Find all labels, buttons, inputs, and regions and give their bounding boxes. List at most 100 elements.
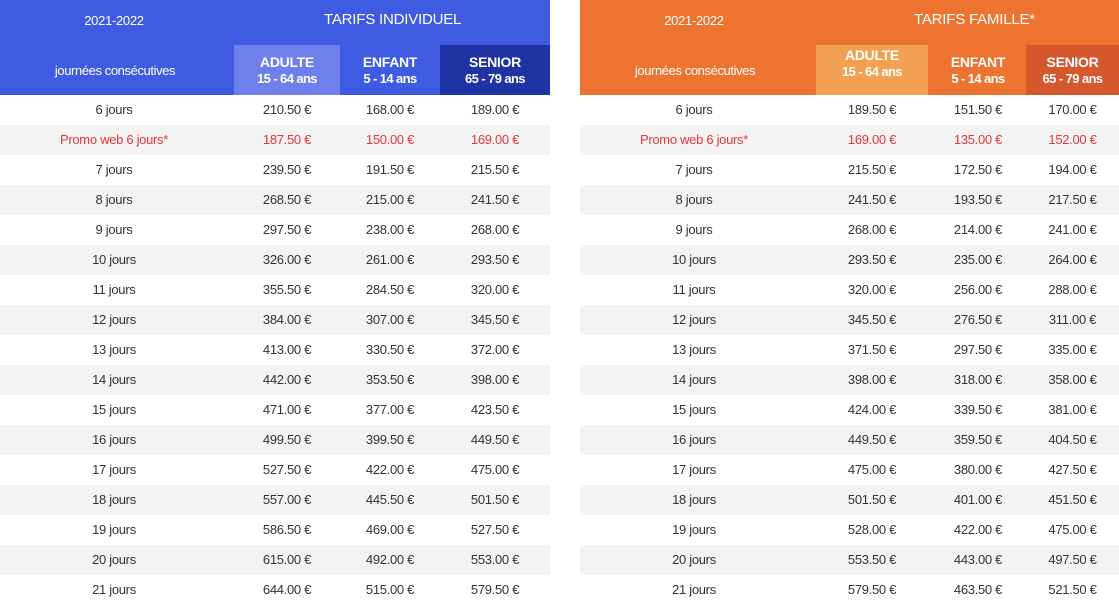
child-price: 261.00 € bbox=[365, 252, 415, 267]
table-row: 18 jours 557.00 € 445.50 € 501.50 € bbox=[0, 485, 550, 515]
child-price: 151.50 € bbox=[953, 102, 1003, 117]
senior-price: 152.00 € bbox=[1048, 132, 1097, 147]
adult-price: 644.00 € bbox=[262, 582, 312, 597]
table-row: 12 jours 345.50 € 276.50 € 311.00 € bbox=[580, 305, 1119, 335]
table-row: 19 jours 528.00 € 422.00 € 475.00 € bbox=[580, 515, 1119, 545]
table-row: 15 jours 471.00 € 377.00 € 423.50 € bbox=[0, 395, 550, 425]
row-label: 12 jours bbox=[672, 312, 716, 327]
senior-price: 449.50 € bbox=[470, 432, 520, 447]
child-price: 399.50 € bbox=[365, 432, 415, 447]
adult-price: 527.50 € bbox=[262, 462, 312, 477]
child-price: 339.50 € bbox=[953, 402, 1003, 417]
senior-price: 358.00 € bbox=[1048, 372, 1097, 387]
adult-price: 501.50 € bbox=[847, 492, 897, 507]
individual-child-header: ENFANT 5 - 14 ans bbox=[340, 45, 440, 95]
row-label: 12 jours bbox=[92, 312, 136, 327]
row-label: 10 jours bbox=[92, 252, 136, 267]
family-title: TARIFS FAMILLE* bbox=[914, 11, 1035, 28]
row-label: 13 jours bbox=[672, 342, 716, 357]
row-label: 19 jours bbox=[672, 522, 716, 537]
row-label: 9 jours bbox=[95, 222, 133, 237]
child-price: 380.00 € bbox=[953, 462, 1003, 477]
senior-price: 427.50 € bbox=[1048, 462, 1097, 477]
senior-price: 215.50 € bbox=[470, 162, 520, 177]
adult-price: 169.00 € bbox=[847, 132, 897, 147]
adult-price: 424.00 € bbox=[847, 402, 897, 417]
senior-price: 579.50 € bbox=[470, 582, 520, 597]
adult-price: 413.00 € bbox=[262, 342, 312, 357]
senior-price: 497.50 € bbox=[1048, 552, 1097, 567]
child-price: 515.00 € bbox=[365, 582, 415, 597]
column-age-range: 15 - 64 ans bbox=[257, 70, 317, 86]
adult-price: 499.50 € bbox=[262, 432, 312, 447]
table-row: 12 jours 384.00 € 307.00 € 345.50 € bbox=[0, 305, 550, 335]
table-row: 8 jours 268.50 € 215.00 € 241.50 € bbox=[0, 185, 550, 215]
table-row: 18 jours 501.50 € 401.00 € 451.50 € bbox=[580, 485, 1119, 515]
senior-price: 527.50 € bbox=[470, 522, 520, 537]
table-row: 9 jours 268.00 € 214.00 € 241.00 € bbox=[580, 215, 1119, 245]
row-label: 11 jours bbox=[92, 282, 136, 297]
table-row: 15 jours 424.00 € 339.50 € 381.00 € bbox=[580, 395, 1119, 425]
column-age-range: 5 - 14 ans bbox=[951, 70, 1005, 86]
child-price: 443.00 € bbox=[953, 552, 1003, 567]
adult-price: 297.50 € bbox=[262, 222, 312, 237]
column-name: SENIOR bbox=[469, 53, 521, 70]
child-price: 422.00 € bbox=[365, 462, 415, 477]
column-age-range: 5 - 14 ans bbox=[363, 70, 417, 86]
family-column-header-row: journées consécutives ADULTE 15 - 64 ans… bbox=[580, 45, 1119, 95]
adult-price: 345.50 € bbox=[847, 312, 897, 327]
table-row: 11 jours 355.50 € 284.50 € 320.00 € bbox=[0, 275, 550, 305]
adult-price: 189.50 € bbox=[847, 102, 897, 117]
child-price: 422.00 € bbox=[953, 522, 1003, 537]
row-label: 21 jours bbox=[92, 582, 136, 597]
child-price: 191.50 € bbox=[365, 162, 415, 177]
row-label: 15 jours bbox=[672, 402, 716, 417]
adult-price: 557.00 € bbox=[262, 492, 312, 507]
senior-price: 241.50 € bbox=[470, 192, 520, 207]
adult-price: 471.00 € bbox=[262, 402, 312, 417]
adult-price: 371.50 € bbox=[847, 342, 897, 357]
child-price: 214.00 € bbox=[953, 222, 1003, 237]
table-row: 21 jours 579.50 € 463.50 € 521.50 € bbox=[580, 575, 1119, 605]
senior-price: 451.50 € bbox=[1048, 492, 1097, 507]
adult-price: 210.50 € bbox=[262, 102, 312, 117]
row-label: 18 jours bbox=[672, 492, 716, 507]
child-price: 330.50 € bbox=[365, 342, 415, 357]
senior-price: 501.50 € bbox=[470, 492, 520, 507]
senior-price: 288.00 € bbox=[1048, 282, 1097, 297]
individual-senior-header: SENIOR 65 - 79 ans bbox=[440, 45, 550, 95]
child-price: 353.50 € bbox=[365, 372, 415, 387]
child-price: 238.00 € bbox=[365, 222, 415, 237]
individual-header-band bbox=[0, 0, 550, 45]
individual-days-header: journées consécutives bbox=[54, 62, 176, 78]
child-price: 445.50 € bbox=[365, 492, 415, 507]
adult-price: 241.50 € bbox=[847, 192, 897, 207]
adult-price: 326.00 € bbox=[262, 252, 312, 267]
child-price: 135.00 € bbox=[953, 132, 1003, 147]
senior-price: 189.00 € bbox=[470, 102, 520, 117]
family-adult-header: ADULTE 15 - 64 ans bbox=[816, 45, 928, 95]
table-row: 10 jours 293.50 € 235.00 € 264.00 € bbox=[580, 245, 1119, 275]
family-days-header: journées consécutives bbox=[634, 62, 756, 78]
individual-column-header-row: journées consécutives ADULTE 15 - 64 ans… bbox=[0, 45, 550, 95]
row-label: 6 jours bbox=[675, 102, 713, 117]
adult-price: 442.00 € bbox=[262, 372, 312, 387]
adult-price: 615.00 € bbox=[262, 552, 312, 567]
individual-season-label: 2021-2022 bbox=[84, 13, 144, 28]
senior-price: 553.00 € bbox=[470, 552, 520, 567]
column-age-range: 15 - 64 ans bbox=[842, 64, 902, 79]
senior-price: 311.00 € bbox=[1048, 312, 1097, 327]
child-price: 297.50 € bbox=[953, 342, 1003, 357]
promo-row: Promo web 6 jours* 169.00 € 135.00 € 152.00… bbox=[580, 125, 1119, 155]
senior-price: 320.00 € bbox=[470, 282, 520, 297]
row-label: 14 jours bbox=[92, 372, 136, 387]
row-label: 21 jours bbox=[672, 582, 716, 597]
column-name: ADULTE bbox=[260, 53, 314, 70]
row-label: 20 jours bbox=[92, 552, 136, 567]
table-row: 9 jours 297.50 € 238.00 € 268.00 € bbox=[0, 215, 550, 245]
adult-price: 268.50 € bbox=[262, 192, 312, 207]
child-price: 307.00 € bbox=[365, 312, 415, 327]
senior-price: 194.00 € bbox=[1048, 162, 1097, 177]
senior-price: 398.00 € bbox=[470, 372, 520, 387]
senior-price: 293.50 € bbox=[470, 252, 520, 267]
